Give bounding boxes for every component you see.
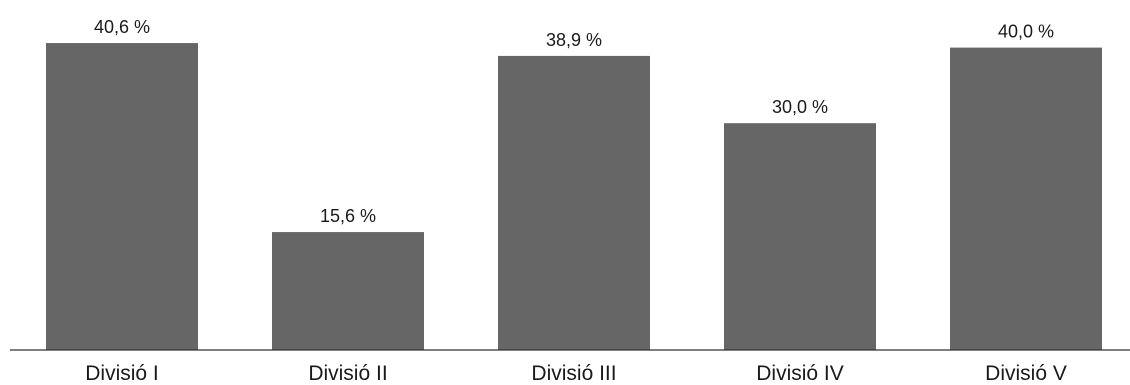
data-label-3: 38,9 % bbox=[546, 30, 602, 50]
data-label-4: 30,0 % bbox=[772, 97, 828, 117]
bar-4 bbox=[724, 123, 876, 350]
x-tick-labels-group: Divisió I Divisió II Divisió III Divisió IV… bbox=[85, 362, 1067, 385]
x-tick-label-5: Divisió V bbox=[985, 362, 1067, 385]
x-tick-label-3: Divisió III bbox=[531, 362, 616, 385]
bar-5 bbox=[950, 47, 1102, 350]
data-label-5: 40,0 % bbox=[998, 22, 1054, 42]
data-label-1: 40,6 % bbox=[94, 17, 150, 37]
bar-3 bbox=[498, 55, 650, 350]
x-tick-label-4: Divisió IV bbox=[756, 362, 844, 385]
x-tick-label-2: Divisió II bbox=[308, 362, 387, 385]
data-labels-group: 40,6 % 15,6 % 38,9 % 30,0 % 40,0 % bbox=[94, 17, 1054, 226]
data-label-2: 15,6 % bbox=[320, 206, 376, 226]
bars-group bbox=[46, 43, 1102, 351]
bar-2 bbox=[272, 232, 424, 350]
x-tick-label-1: Divisió I bbox=[85, 362, 159, 385]
bar-1 bbox=[46, 43, 198, 351]
